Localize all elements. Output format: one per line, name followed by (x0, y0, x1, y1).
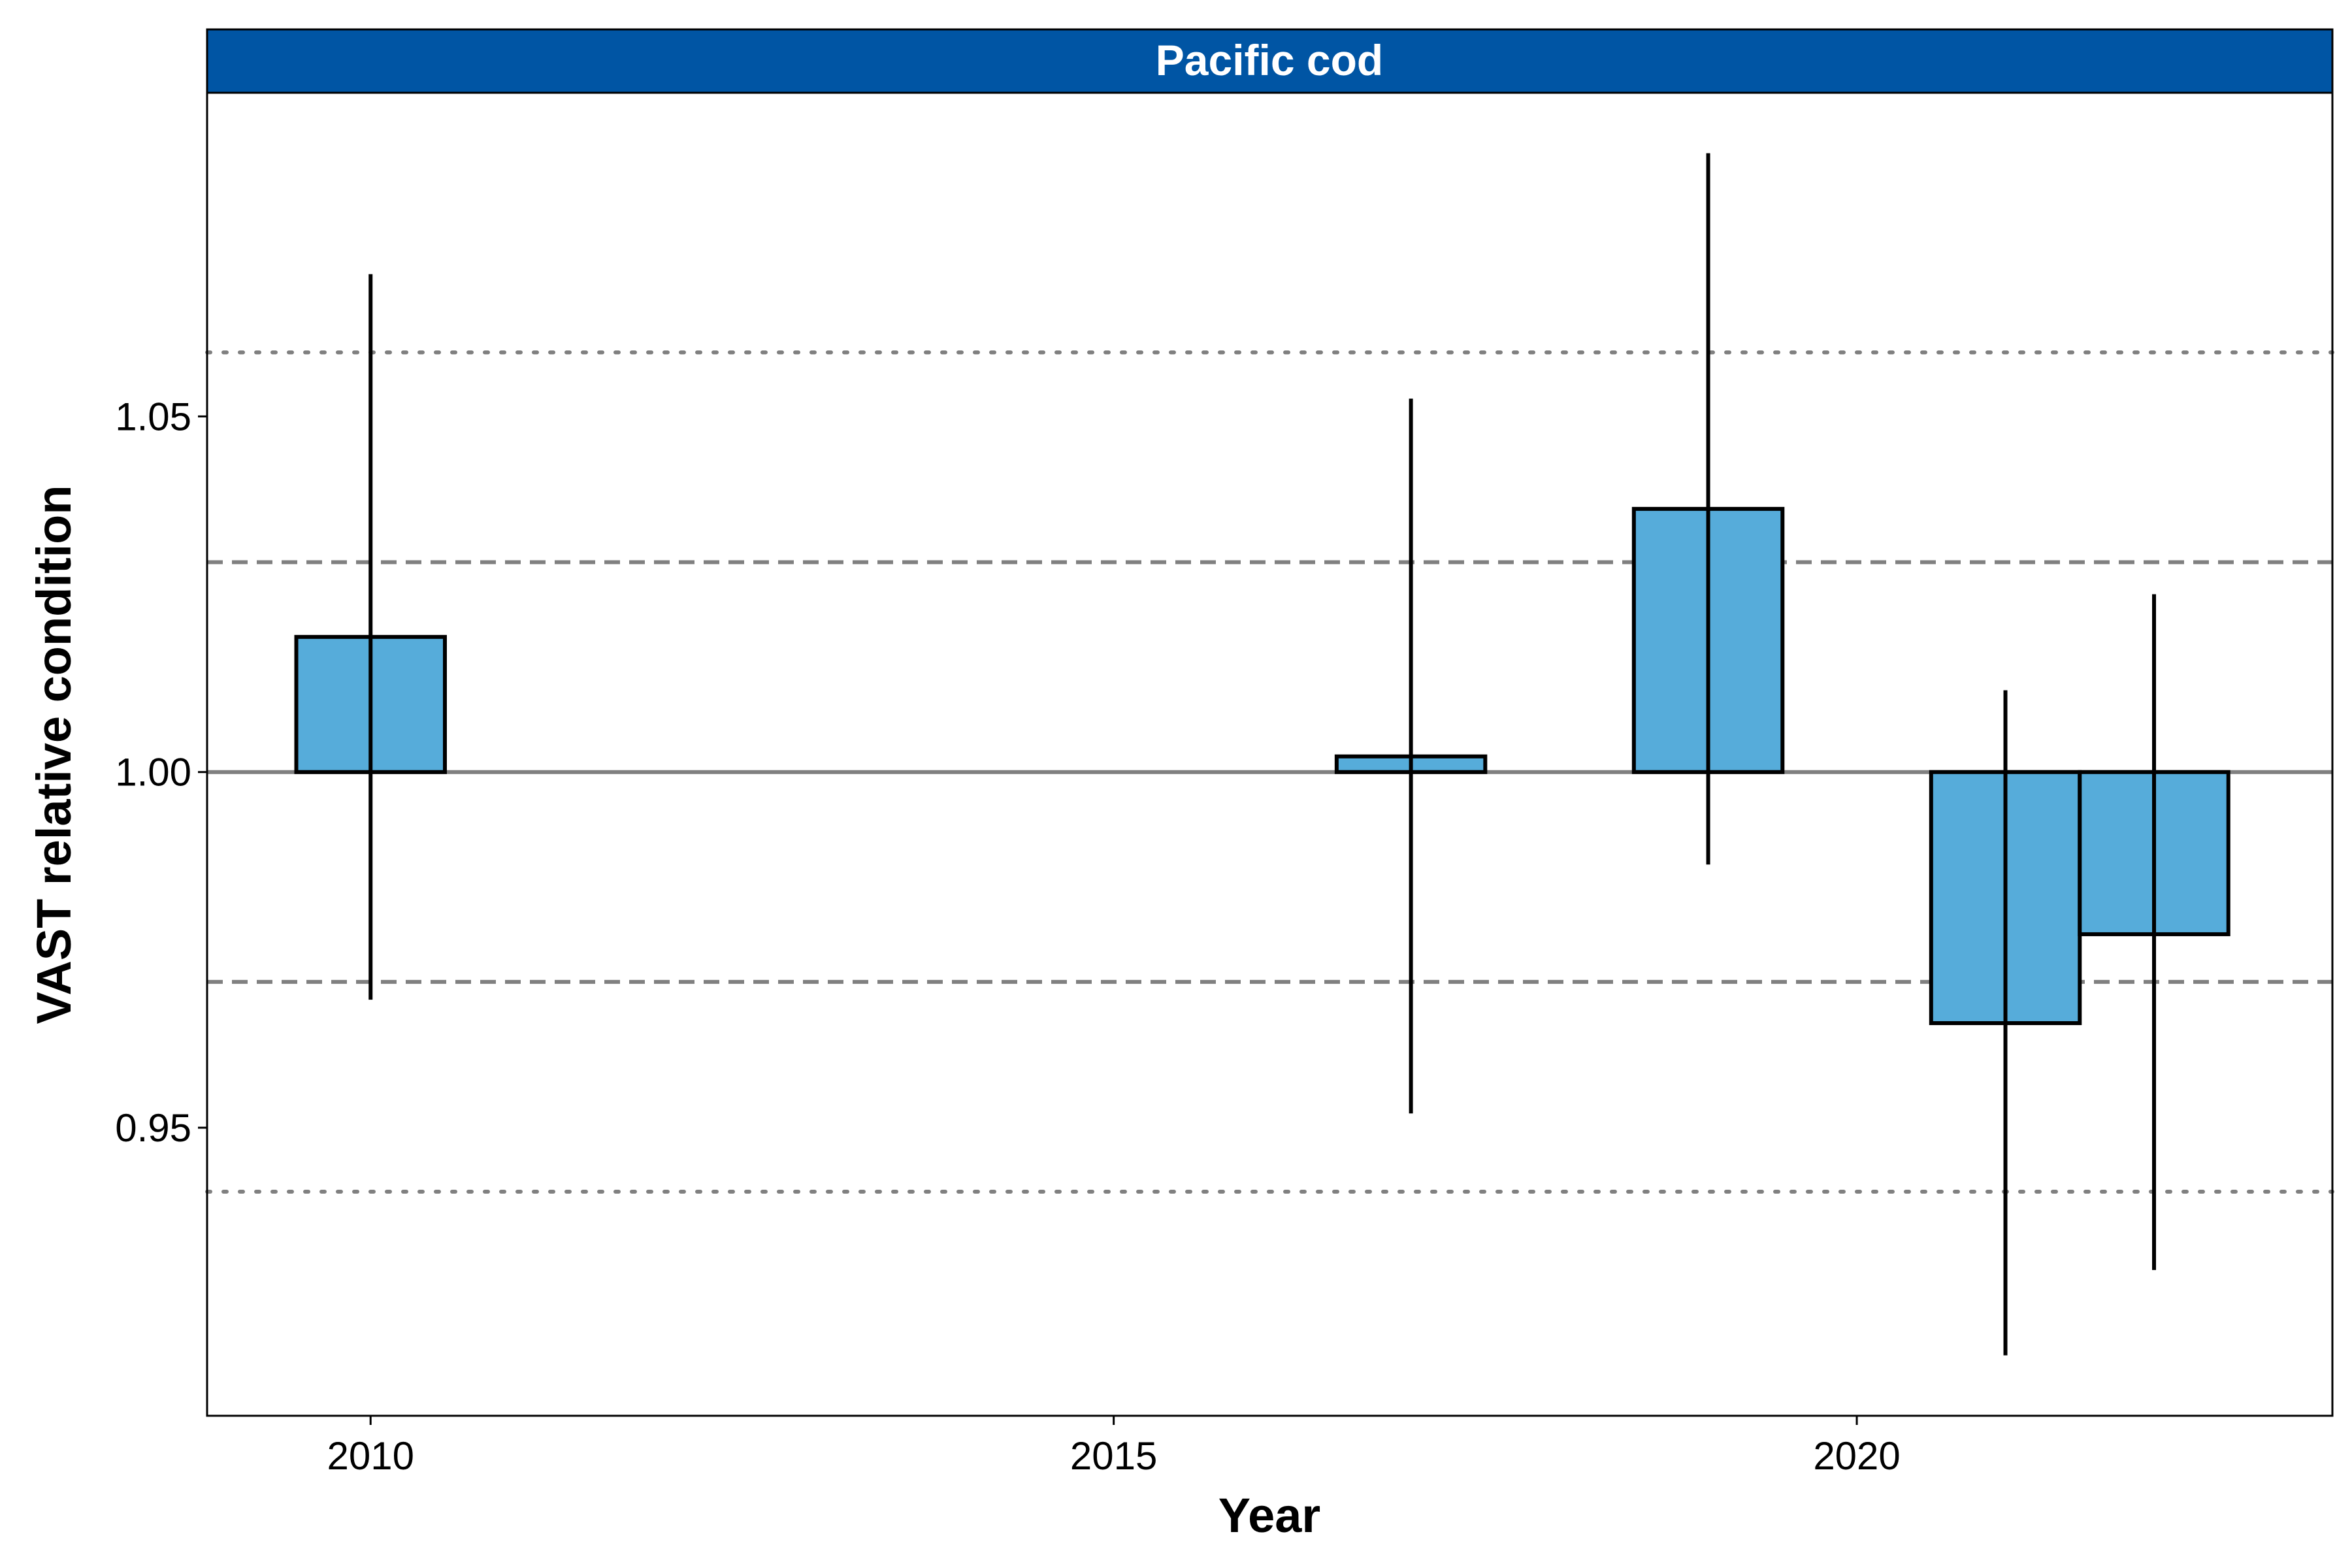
x-axis-title: Year (1218, 1488, 1320, 1543)
y-tick-label-0.95: 0.95 (115, 1106, 191, 1150)
y-axis: 0.95 1.00 1.05 (115, 395, 207, 1150)
y-axis-title: VAST relative condition (27, 485, 81, 1024)
panel-strip (206, 28, 2334, 94)
x-axis: 2010 2015 2020 (327, 1416, 1901, 1478)
x-tick-label-2010: 2010 (327, 1434, 414, 1478)
plot-area (207, 93, 2332, 1416)
plot-border (206, 91, 2334, 1417)
y-tick-label-1.00: 1.00 (115, 751, 191, 794)
panel-title: Pacific cod (1156, 36, 1383, 84)
error-bars (368, 153, 2157, 1356)
y-tick-label-1.05: 1.05 (115, 395, 191, 438)
x-tick-label-2015: 2015 (1070, 1434, 1157, 1478)
x-tick-label-2020: 2020 (1813, 1434, 1900, 1478)
